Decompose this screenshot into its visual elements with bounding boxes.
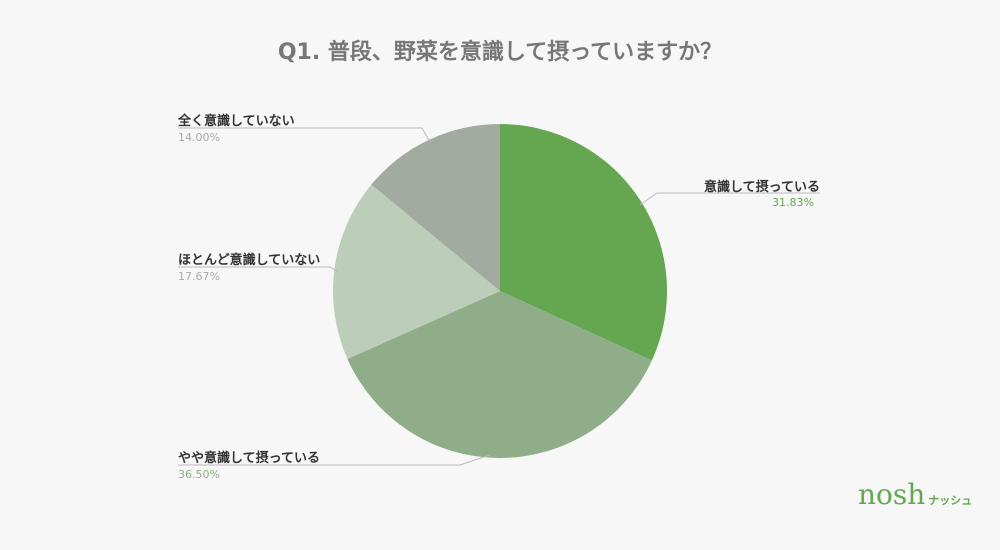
slice-percent-2: 17.67% [178,270,220,283]
slice-percent-1: 36.50% [178,468,220,481]
leader-line-3 [178,127,431,143]
pie-slice-1 [347,291,652,458]
chart-title: Q1. 普段、野菜を意識して摂っていますか？ [277,40,723,65]
pie-slice-0 [500,124,667,361]
pie-slice-2 [332,184,500,359]
nosh-logo: nosh ナッシュ [858,478,972,511]
leader-line-1 [178,454,491,466]
leader-line-2 [178,266,339,273]
pie-slice-3 [371,124,500,291]
slice-label-0: 意識して摂っている [704,180,820,195]
slice-label-1: やや意識して摂っている [178,451,320,466]
logo-text: nosh [858,478,926,511]
slice-percent-0: 31.83% [772,196,814,209]
slice-percent-3: 14.00% [178,131,220,144]
leader-line-0 [639,192,820,206]
slice-label-2: ほとんど意識していない [178,253,321,268]
logo-sub: ナッシュ [928,494,973,507]
slice-label-3: 全く意識していない [178,114,295,129]
